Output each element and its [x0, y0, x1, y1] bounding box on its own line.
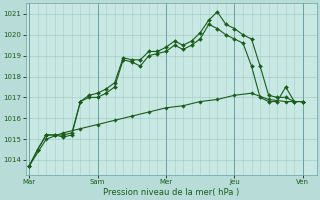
X-axis label: Pression niveau de la mer( hPa ): Pression niveau de la mer( hPa ) [103, 188, 239, 197]
